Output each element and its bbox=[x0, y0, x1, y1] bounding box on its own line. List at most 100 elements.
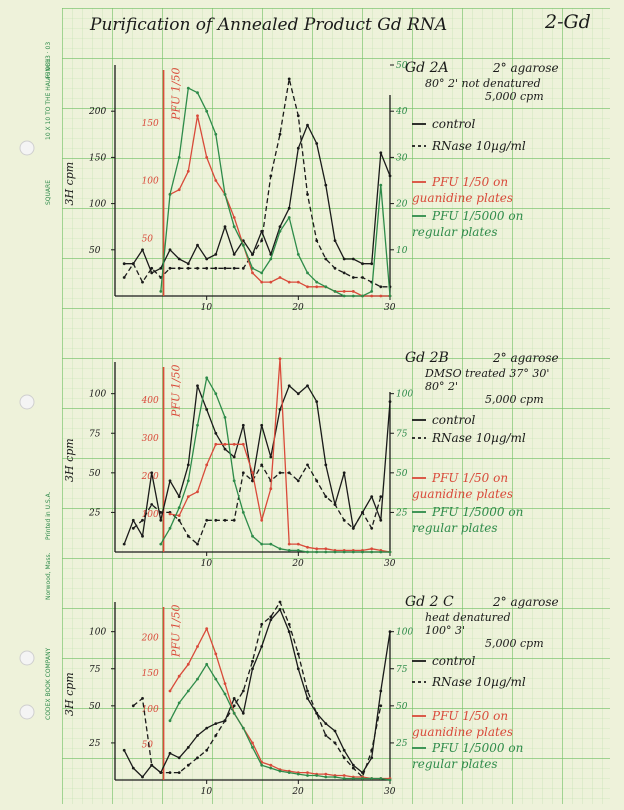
y-tick-label-left: 50 bbox=[89, 702, 101, 712]
data-point bbox=[251, 534, 254, 538]
data-point bbox=[186, 662, 190, 666]
legend-label: RNase 10µg/ml bbox=[431, 675, 526, 689]
data-point bbox=[196, 243, 199, 247]
data-point bbox=[287, 542, 291, 546]
data-point bbox=[315, 711, 319, 715]
data-point bbox=[306, 123, 309, 127]
data-point bbox=[278, 408, 282, 411]
data-point bbox=[196, 114, 199, 118]
data-point bbox=[306, 285, 309, 289]
chart-note: 80° 2' bbox=[425, 380, 458, 393]
data-point bbox=[186, 463, 190, 467]
data-point bbox=[370, 550, 374, 554]
x-tick-label: 30 bbox=[384, 303, 396, 313]
y-tick-label-left: 75 bbox=[89, 665, 101, 675]
data-point bbox=[306, 689, 309, 693]
data-point bbox=[306, 271, 309, 275]
data-point bbox=[370, 756, 374, 760]
data-point bbox=[278, 132, 282, 136]
chart-note: 5,000 cpm bbox=[485, 637, 544, 650]
data-point bbox=[241, 266, 245, 270]
data-point bbox=[196, 645, 199, 648]
data-point bbox=[186, 534, 190, 538]
pfu-axis-label: PFU 1/50 bbox=[170, 604, 183, 658]
data-point bbox=[168, 771, 172, 774]
y-tick-label-right: 30 bbox=[396, 153, 408, 163]
data-point bbox=[333, 741, 337, 745]
data-point bbox=[388, 630, 392, 634]
data-point bbox=[296, 146, 300, 150]
x-tick-label: 20 bbox=[291, 559, 304, 569]
data-point bbox=[269, 766, 273, 770]
data-point bbox=[361, 276, 364, 279]
data-point bbox=[214, 722, 218, 725]
data-point bbox=[177, 188, 181, 192]
legend-label: PFU 1/50 on bbox=[431, 471, 508, 485]
data-point bbox=[361, 511, 364, 514]
data-point bbox=[260, 518, 264, 522]
y-tick-label-right: 25 bbox=[395, 739, 408, 749]
punch-hole bbox=[19, 140, 35, 156]
data-point bbox=[379, 294, 383, 298]
data-point bbox=[141, 697, 144, 700]
series-line-ink-dashed bbox=[123, 78, 390, 288]
punch-hole bbox=[19, 394, 35, 410]
y-tick-label-left: 25 bbox=[88, 739, 101, 749]
data-point bbox=[342, 271, 346, 275]
sheet-label: 2-Gd bbox=[544, 11, 591, 33]
data-point bbox=[232, 479, 236, 483]
data-point bbox=[241, 511, 245, 514]
data-point bbox=[214, 734, 218, 737]
data-point bbox=[214, 266, 218, 270]
data-point bbox=[379, 183, 383, 187]
data-point bbox=[315, 280, 319, 284]
data-point bbox=[269, 257, 273, 261]
y-axis-label: 3H cpm bbox=[63, 162, 76, 206]
data-point bbox=[260, 622, 264, 626]
data-point bbox=[205, 748, 209, 752]
data-point bbox=[177, 514, 181, 517]
y-tick-label-right: 50 bbox=[396, 469, 408, 479]
data-point bbox=[342, 471, 346, 475]
data-point bbox=[287, 471, 291, 475]
data-point bbox=[379, 550, 383, 554]
legend-label-cont: regular plates bbox=[412, 521, 498, 535]
data-point bbox=[287, 771, 291, 774]
data-point bbox=[251, 741, 254, 745]
data-point bbox=[177, 756, 181, 760]
data-point bbox=[168, 248, 172, 252]
data-point bbox=[232, 216, 236, 219]
data-point bbox=[342, 518, 346, 522]
data-point bbox=[342, 774, 346, 777]
series-line-ink bbox=[124, 124, 391, 274]
legend-label: control bbox=[432, 413, 475, 427]
legend-label-cont: regular plates bbox=[412, 225, 498, 239]
x-tick-label: 20 bbox=[291, 303, 304, 313]
data-point bbox=[168, 512, 172, 516]
data-point bbox=[324, 495, 328, 498]
y-tick-label-right: 40 bbox=[395, 107, 408, 117]
data-point bbox=[232, 225, 236, 229]
data-point bbox=[177, 518, 181, 522]
data-point bbox=[131, 526, 135, 530]
y-tick-label-left: 50 bbox=[89, 246, 101, 256]
data-point bbox=[214, 652, 218, 656]
data-point bbox=[388, 174, 392, 178]
series-line-ink-dashed bbox=[132, 601, 382, 778]
data-point bbox=[186, 746, 190, 749]
data-point bbox=[196, 384, 199, 388]
chart-title: Gd 2 C bbox=[405, 594, 454, 610]
data-point bbox=[324, 463, 328, 467]
data-point bbox=[333, 775, 337, 779]
data-point bbox=[269, 174, 273, 178]
legend-label: RNase 10µg/ml bbox=[431, 431, 526, 445]
data-point bbox=[269, 455, 273, 459]
data-point bbox=[251, 253, 254, 256]
data-point bbox=[205, 463, 209, 467]
data-point bbox=[324, 550, 328, 554]
data-point bbox=[333, 290, 337, 293]
data-point bbox=[278, 229, 282, 233]
data-point bbox=[232, 253, 236, 256]
data-point bbox=[269, 763, 273, 767]
data-point bbox=[205, 266, 209, 270]
